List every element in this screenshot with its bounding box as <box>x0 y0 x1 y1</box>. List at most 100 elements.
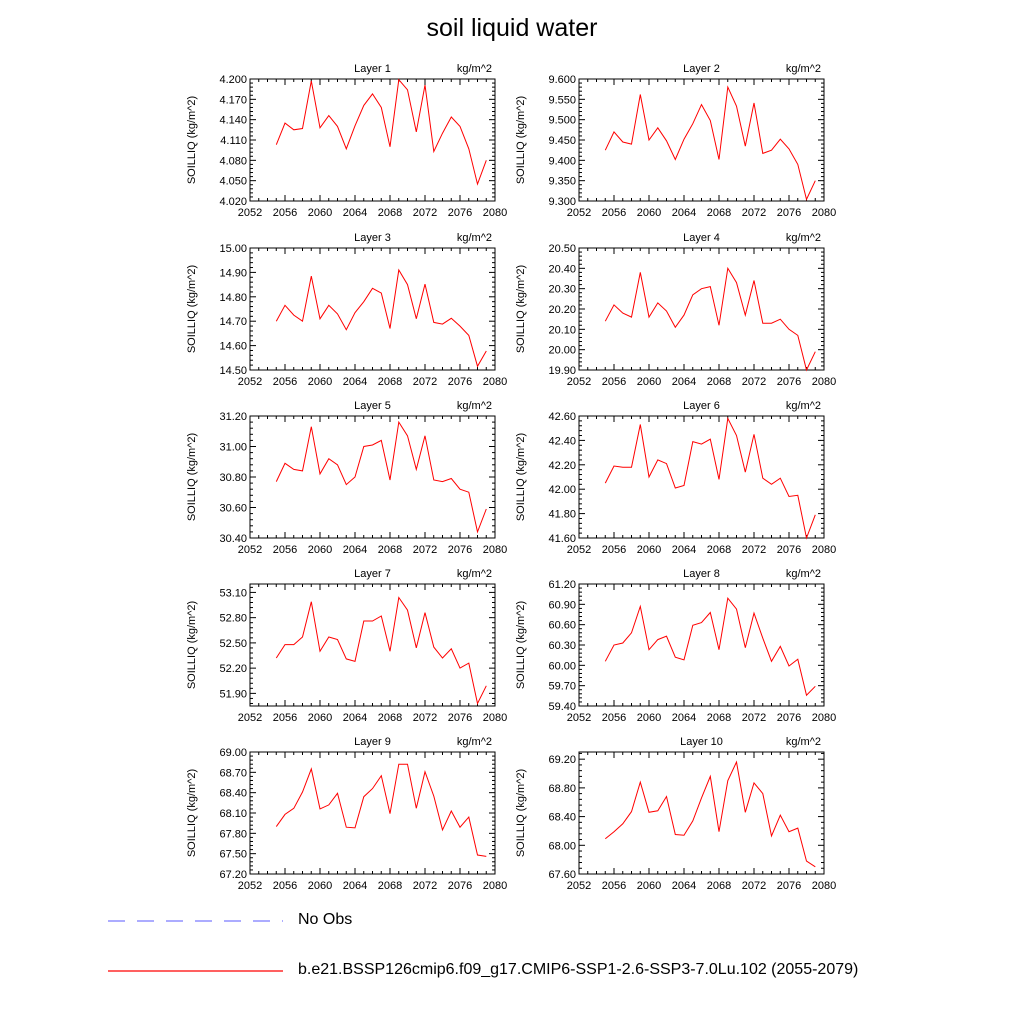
y-tick-label: 9.350 <box>548 176 576 188</box>
plot-frame <box>578 415 825 539</box>
plot-frame <box>249 415 496 539</box>
y-tick-label: 52.20 <box>219 663 247 675</box>
x-tick-label: 2068 <box>707 376 731 388</box>
y-tick-label: 31.20 <box>219 411 247 423</box>
y-axis-label: SOILLIQ (kg/m^2) <box>186 433 198 521</box>
y-axis-label: SOILLIQ (kg/m^2) <box>515 769 527 857</box>
x-tick-label: 2076 <box>448 544 472 556</box>
y-tick-label: 67.20 <box>219 869 247 881</box>
x-tick-label: 2072 <box>413 544 437 556</box>
x-tick-label: 2056 <box>273 880 297 892</box>
y-tick-label: 14.50 <box>219 365 247 377</box>
y-tick-label: 67.60 <box>548 869 576 881</box>
panel-title: Layer 10 <box>680 736 723 748</box>
y-tick-label: 9.450 <box>548 135 576 147</box>
x-tick-label: 2060 <box>308 544 332 556</box>
x-tick-label: 2080 <box>812 712 836 724</box>
x-tick-label: 2080 <box>812 376 836 388</box>
y-tick-label: 9.400 <box>548 155 576 167</box>
series-line <box>604 416 816 540</box>
y-tick-label: 68.00 <box>548 840 576 852</box>
panel-units: kg/m^2 <box>786 568 821 580</box>
y-tick-label: 15.00 <box>219 243 247 255</box>
y-tick-label: 52.50 <box>219 638 247 650</box>
y-tick-label: 9.550 <box>548 94 576 106</box>
panel-layer-6: 2052 2056 2060 2064 2068 2072 2076 2080 41.60 41.… <box>515 400 836 556</box>
y-axis-label: SOILLIQ (kg/m^2) <box>515 433 527 521</box>
y-tick-label: 42.40 <box>548 435 576 447</box>
x-tick-label: 2052 <box>567 207 591 219</box>
x-tick-label: 2080 <box>483 544 507 556</box>
series-line <box>275 420 487 534</box>
panel-units: kg/m^2 <box>457 736 492 748</box>
y-tick-label: 60.90 <box>548 599 576 611</box>
panel-units: kg/m^2 <box>457 63 492 75</box>
panel-title: Layer 6 <box>683 400 720 412</box>
x-tick-label: 2072 <box>742 544 766 556</box>
panel-title: Layer 1 <box>354 63 391 75</box>
y-tick-label: 59.40 <box>548 701 576 713</box>
x-tick-label: 2080 <box>483 880 507 892</box>
plot-frame <box>578 247 825 371</box>
y-tick-label: 68.10 <box>219 808 247 820</box>
y-tick-label: 4.200 <box>219 74 247 86</box>
x-tick-label: 2076 <box>777 207 801 219</box>
panel-title: Layer 7 <box>354 568 391 580</box>
x-tick-label: 2056 <box>602 544 626 556</box>
panel-layer-7: 2052 2056 2060 2064 2068 2072 2076 2080 51.90 52.… <box>186 568 507 724</box>
x-tick-label: 2064 <box>672 712 696 724</box>
y-tick-label: 30.60 <box>219 503 247 515</box>
y-axis-label: SOILLIQ (kg/m^2) <box>515 96 527 184</box>
y-tick-label: 52.80 <box>219 613 247 625</box>
y-axis-label: SOILLIQ (kg/m^2) <box>186 769 198 857</box>
x-tick-label: 2080 <box>812 880 836 892</box>
x-tick-label: 2072 <box>413 880 437 892</box>
y-tick-label: 4.080 <box>219 155 247 167</box>
x-tick-label: 2068 <box>378 880 402 892</box>
y-tick-label: 68.80 <box>548 783 576 795</box>
y-tick-label: 51.90 <box>219 688 247 700</box>
y-axis-label: SOILLIQ (kg/m^2) <box>186 265 198 353</box>
x-tick-label: 2068 <box>378 207 402 219</box>
y-tick-label: 42.60 <box>548 411 576 423</box>
panel-units: kg/m^2 <box>457 568 492 580</box>
x-tick-label: 2072 <box>742 207 766 219</box>
x-tick-label: 2076 <box>777 376 801 388</box>
series-line <box>275 78 487 186</box>
x-tick-label: 2064 <box>343 207 367 219</box>
y-tick-label: 69.00 <box>219 747 247 759</box>
x-tick-label: 2068 <box>378 712 402 724</box>
x-tick-label: 2056 <box>602 880 626 892</box>
y-tick-label: 20.10 <box>548 324 576 336</box>
series-line <box>275 763 487 857</box>
y-axis-label: SOILLIQ (kg/m^2) <box>515 601 527 689</box>
y-tick-label: 41.60 <box>548 533 576 545</box>
y-axis-label: SOILLIQ (kg/m^2) <box>515 265 527 353</box>
x-tick-label: 2056 <box>602 712 626 724</box>
y-tick-label: 68.40 <box>219 788 247 800</box>
x-tick-label: 2060 <box>637 712 661 724</box>
series-line <box>604 85 816 201</box>
x-tick-label: 2080 <box>483 376 507 388</box>
y-tick-label: 20.20 <box>548 304 576 316</box>
y-tick-label: 9.600 <box>548 74 576 86</box>
panel-units: kg/m^2 <box>786 400 821 412</box>
series-line <box>604 760 816 868</box>
panel-title: Layer 3 <box>354 232 391 244</box>
panel-layer-3: 2052 2056 2060 2064 2068 2072 2076 2080 14.50 14.… <box>186 232 507 388</box>
chart-title: soil liquid water <box>426 14 598 42</box>
y-tick-label: 4.140 <box>219 115 247 127</box>
y-tick-label: 31.00 <box>219 442 247 454</box>
y-tick-label: 20.00 <box>548 345 576 357</box>
x-tick-label: 2076 <box>777 880 801 892</box>
y-tick-label: 67.50 <box>219 849 247 861</box>
x-tick-label: 2056 <box>602 376 626 388</box>
y-tick-label: 14.90 <box>219 267 247 279</box>
x-tick-label: 2076 <box>448 376 472 388</box>
plot-frame <box>249 247 496 371</box>
x-tick-label: 2056 <box>273 207 297 219</box>
y-axis-label: SOILLIQ (kg/m^2) <box>186 96 198 184</box>
panel-units: kg/m^2 <box>457 232 492 244</box>
x-tick-label: 2072 <box>413 207 437 219</box>
y-tick-label: 4.110 <box>220 135 247 147</box>
